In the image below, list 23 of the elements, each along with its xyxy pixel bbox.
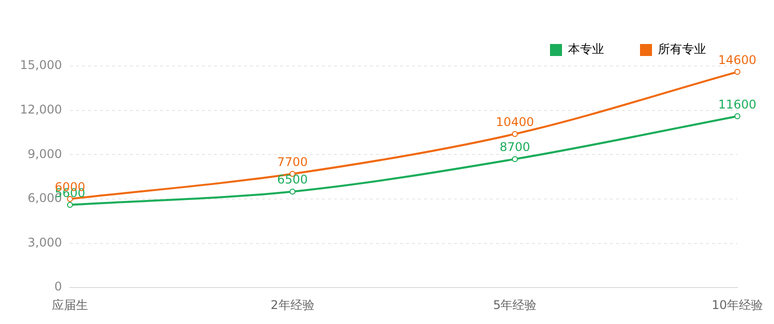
x-tick-label: 应届生 [52, 298, 88, 312]
point [512, 130, 518, 137]
point [66, 202, 73, 208]
y-tick-label: 15,000 [20, 58, 62, 72]
data-label: 8700 [500, 140, 530, 154]
data-label: 7700 [277, 154, 308, 169]
y-tick-label: 9,000 [28, 146, 62, 161]
y-tick-label: 12,000 [20, 102, 62, 116]
point [512, 156, 518, 162]
point [734, 68, 740, 75]
point [289, 188, 296, 195]
legend-label: 本专业 [568, 42, 604, 56]
data-label: 11600 [718, 97, 756, 112]
data-label: 10400 [496, 115, 534, 130]
data-label: 6500 [277, 172, 308, 187]
x-tick-label: 5年经验 [493, 298, 537, 312]
y-tick-label: 3,000 [28, 235, 62, 250]
legend-label: 所有专业 [658, 42, 706, 56]
y-tick-label: 0 [54, 280, 62, 294]
x-tick-label: 2年经验 [270, 298, 314, 312]
point [734, 113, 740, 120]
data-label: 14600 [718, 53, 756, 68]
x-tick-label: 10年经验 [712, 298, 764, 312]
